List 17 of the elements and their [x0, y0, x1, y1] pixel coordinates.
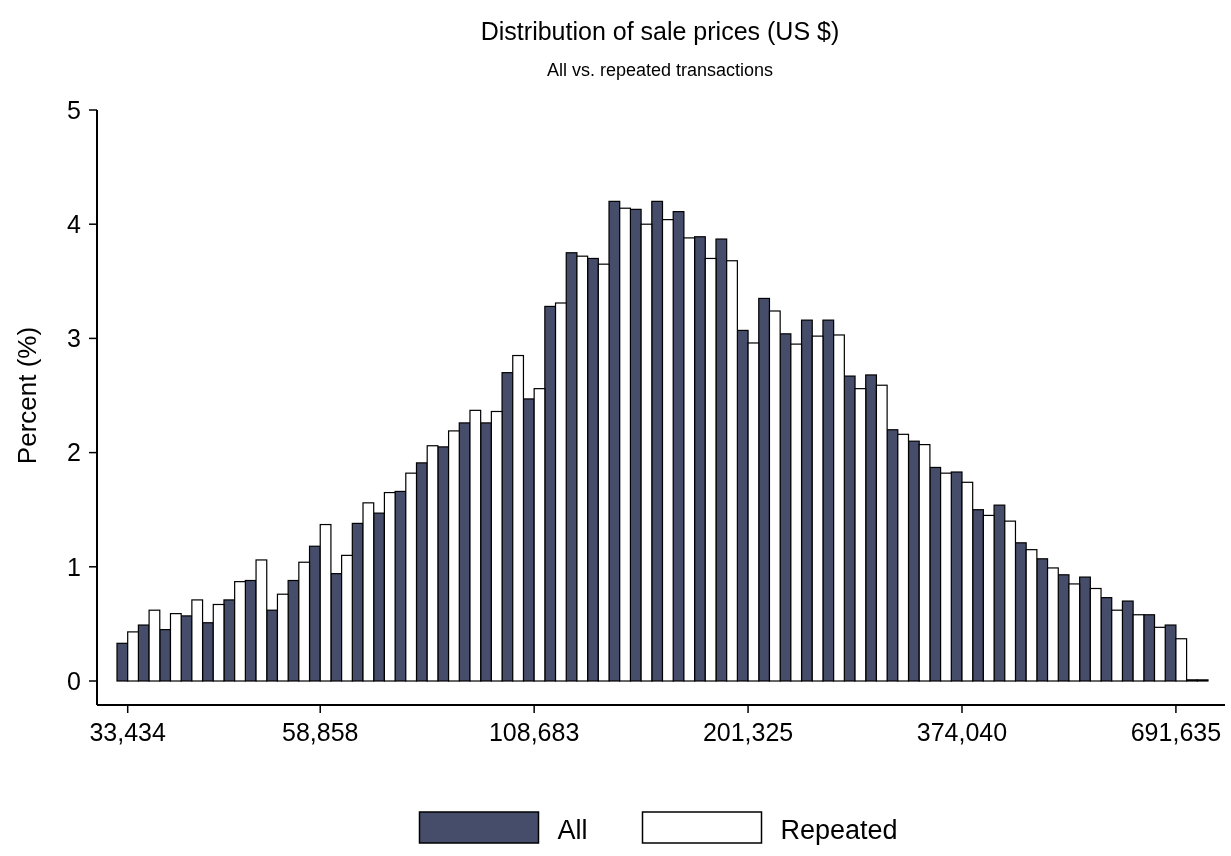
legend-label: Repeated: [780, 815, 898, 845]
y-tick-label: 1: [67, 552, 81, 581]
y-tick-label: 4: [67, 209, 82, 238]
x-tick-label: 33,434: [89, 718, 167, 746]
legend-label: All: [557, 815, 588, 845]
x-tick-label: 374,040: [916, 718, 1008, 746]
y-tick-label: 5: [67, 95, 81, 124]
y-axis-title: Percent (%): [12, 326, 42, 465]
x-tick-label: 108,683: [488, 718, 580, 746]
y-tick-label: 3: [67, 324, 81, 353]
x-tick-label: 58,858: [281, 718, 359, 746]
y-tick-label: 2: [67, 438, 81, 467]
y-tick-label: 0: [67, 666, 81, 695]
chart-title: Distribution of sale prices (US $): [480, 17, 840, 45]
x-tick-label: 201,325: [702, 718, 794, 746]
x-tick-label: 691,635: [1130, 718, 1222, 746]
chart-subtitle: All vs. repeated transactions: [546, 60, 774, 80]
